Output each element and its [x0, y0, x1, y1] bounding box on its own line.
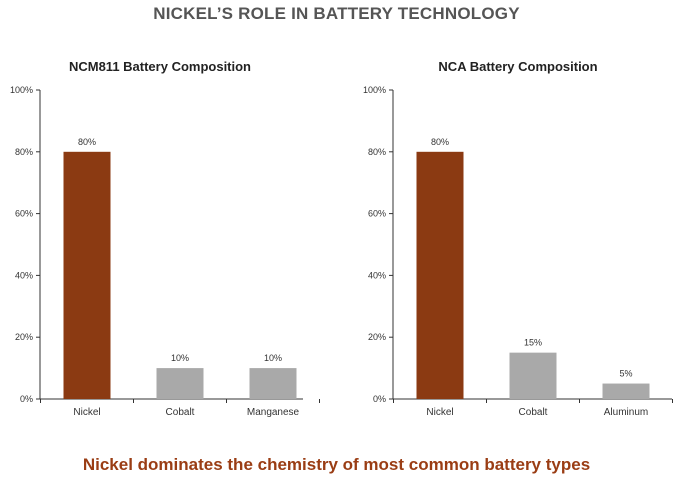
x-tick-label: Cobalt	[166, 407, 195, 418]
y-tick-label: 100%	[10, 85, 33, 95]
bar-nickel	[63, 151, 111, 399]
x-tick-label: Nickel	[73, 407, 100, 418]
data-label: 10%	[171, 353, 189, 363]
y-tick-label: 80%	[368, 147, 386, 157]
y-tick-label: 100%	[363, 85, 386, 95]
data-label: 80%	[78, 137, 96, 147]
y-tick-label: 0%	[20, 394, 33, 404]
page-title: NICKEL’S ROLE IN BATTERY TECHNOLOGY	[153, 4, 520, 23]
data-label: 80%	[431, 137, 449, 147]
chart-title: NCM811 Battery Composition	[69, 59, 251, 74]
x-tick-label: Manganese	[247, 407, 300, 418]
x-tick-label: Nickel	[426, 407, 453, 418]
bar-aluminum	[602, 383, 650, 399]
charts-canvas: NCM811 Battery Composition 0% 20% 40% 60% 80%…	[10, 59, 673, 418]
y-tick-label: 60%	[15, 209, 33, 219]
y-tick-label: 80%	[15, 147, 33, 157]
data-label: 15%	[524, 338, 542, 348]
y-tick-label: 20%	[368, 332, 386, 342]
data-label: 5%	[619, 369, 632, 379]
bar-nickel	[416, 151, 464, 399]
bar-cobalt	[509, 352, 557, 399]
y-tick-label: 20%	[15, 332, 33, 342]
chart-title: NCA Battery Composition	[438, 59, 597, 74]
y-tick-label: 40%	[368, 270, 386, 280]
footer-caption: Nickel dominates the chemistry of most c…	[82, 455, 591, 474]
data-label: 10%	[264, 353, 282, 363]
bar-cobalt	[156, 368, 204, 399]
x-tick-label: Cobalt	[519, 407, 548, 418]
y-tick-label: 40%	[15, 270, 33, 280]
y-tick-label: 0%	[373, 394, 386, 404]
y-tick-label: 60%	[368, 209, 386, 219]
bar-manganese	[249, 368, 297, 399]
x-tick-label: Aluminum	[604, 407, 648, 418]
